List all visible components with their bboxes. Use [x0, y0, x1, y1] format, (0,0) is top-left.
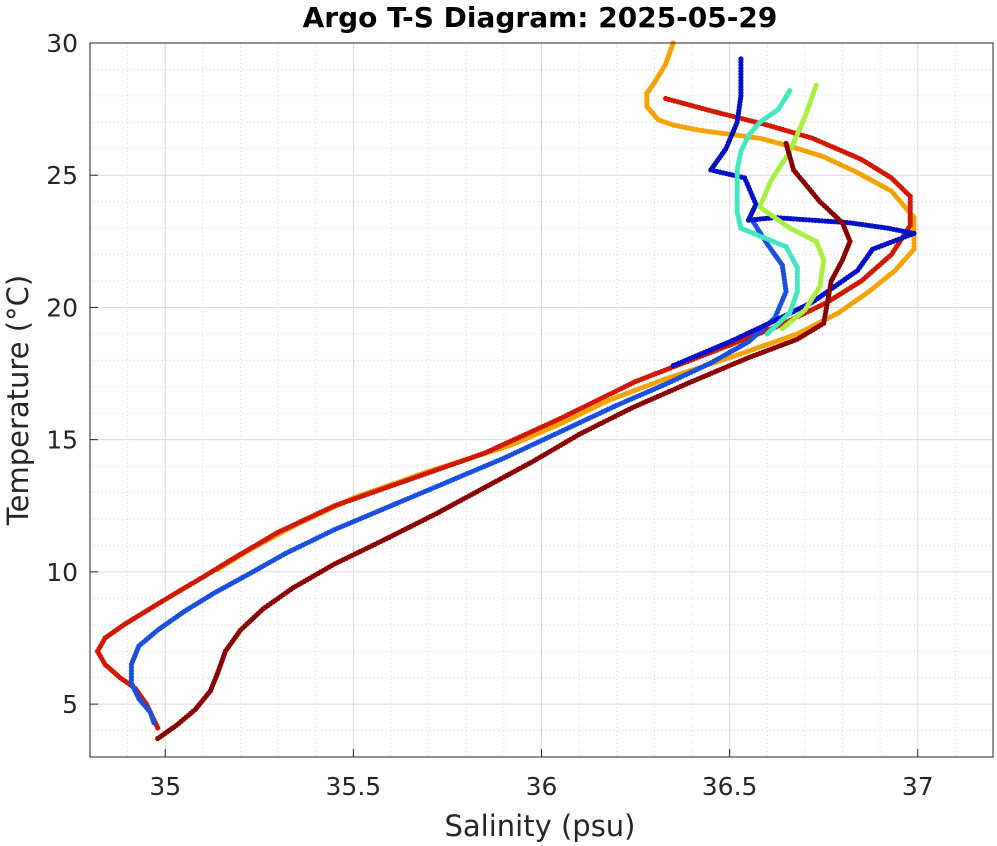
profile-series	[670, 56, 917, 369]
y-tick-label: 25	[46, 161, 78, 190]
data-point	[670, 363, 676, 369]
profile-series	[734, 88, 800, 337]
data-point	[155, 725, 161, 731]
x-tick-label: 37	[902, 772, 934, 801]
profile-series	[128, 217, 789, 726]
y-tick-label: 20	[46, 293, 78, 322]
chart-title: Argo T-S Diagram: 2025-05-29	[303, 1, 778, 34]
data-point	[783, 140, 789, 147]
profile-series	[757, 82, 827, 332]
data-points	[94, 40, 917, 742]
y-tick-label: 15	[46, 426, 78, 455]
y-tick-label: 5	[62, 690, 78, 719]
x-axis-label: Salinity (psu)	[444, 809, 635, 843]
y-tick-label: 30	[46, 29, 78, 58]
y-axis-label: Temperature (°C)	[1, 275, 35, 526]
y-tick-label: 10	[46, 558, 78, 587]
x-tick-label: 36.5	[702, 772, 758, 801]
x-axis-ticks: 35 35.5 36 36.5 37	[149, 749, 934, 801]
data-point	[764, 331, 770, 337]
x-tick-label: 36	[526, 772, 558, 801]
data-point	[779, 326, 785, 332]
y-axis-ticks: 5 10 15 20 25 30	[46, 29, 98, 719]
x-tick-label: 35	[149, 772, 181, 801]
x-tick-label: 35.5	[326, 772, 382, 801]
profile-series	[155, 140, 853, 742]
